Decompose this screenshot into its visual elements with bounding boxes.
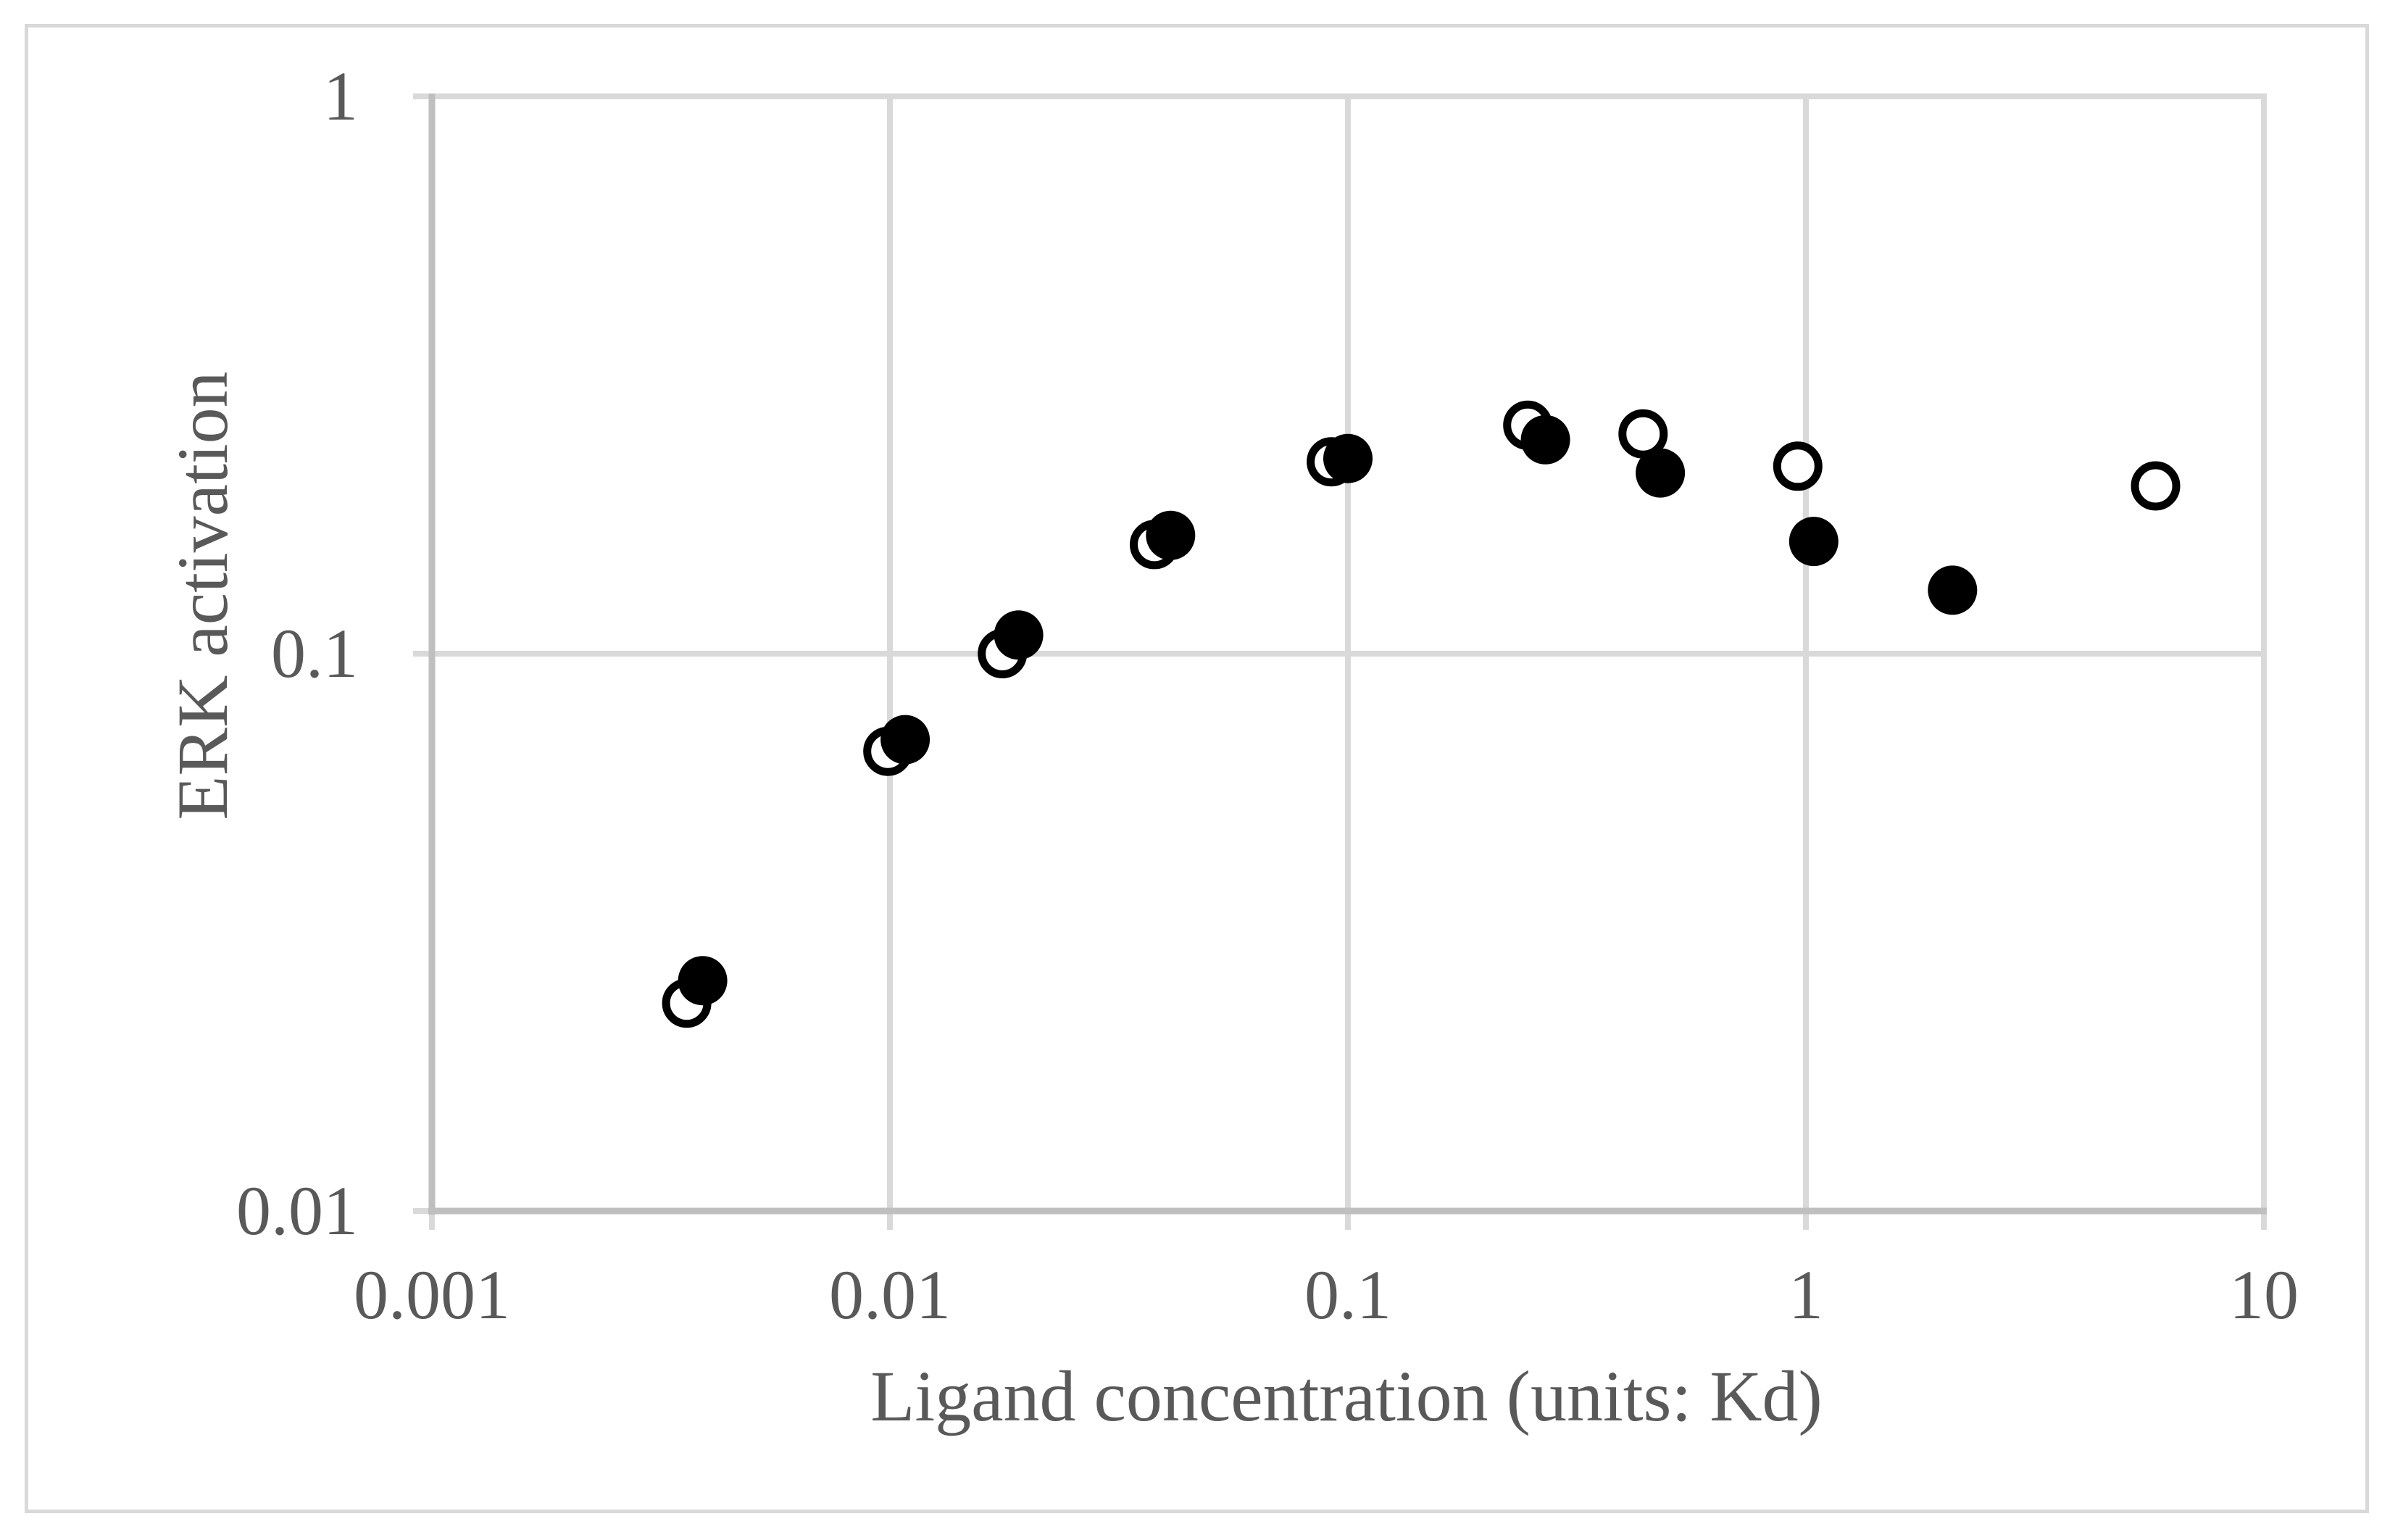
y-tick-label: 1 — [323, 57, 358, 135]
filled-circle-data-point — [880, 715, 930, 765]
x-tick-label: 0.001 — [354, 1256, 510, 1333]
filled-circle-series — [678, 415, 1978, 1006]
filled-circle-data-point — [1146, 510, 1196, 560]
figure-border — [25, 24, 2369, 1513]
open-circle-data-point — [2131, 461, 2181, 511]
filled-circle-data-point — [1323, 433, 1373, 483]
x-tick-label: 10 — [2229, 1256, 2299, 1333]
filled-circle-data-point — [1520, 415, 1570, 465]
y-axis-title: ERK activation — [162, 371, 243, 820]
gridlines — [429, 93, 2267, 1215]
filled-circle-data-point — [994, 610, 1044, 660]
tick-marks — [413, 93, 2267, 1230]
open-circle-data-point — [1618, 409, 1668, 459]
x-tick-label: 0.01 — [829, 1256, 951, 1333]
filled-circle-data-point — [1789, 517, 1839, 567]
y-tick-label: 0.01 — [236, 1172, 358, 1249]
open-circle-data-point — [1773, 441, 1823, 491]
x-tick-label: 1 — [1789, 1256, 1823, 1333]
filled-circle-data-point — [1636, 448, 1686, 498]
axes — [428, 93, 2267, 1215]
filled-circle-data-point — [1928, 565, 1978, 615]
x-tick-label: 0.1 — [1304, 1256, 1391, 1333]
filled-circle-data-point — [678, 956, 728, 1006]
x-axis-title: Ligand concentration (units: Kd) — [870, 1356, 1823, 1436]
y-tick-label: 0.1 — [271, 615, 358, 692]
